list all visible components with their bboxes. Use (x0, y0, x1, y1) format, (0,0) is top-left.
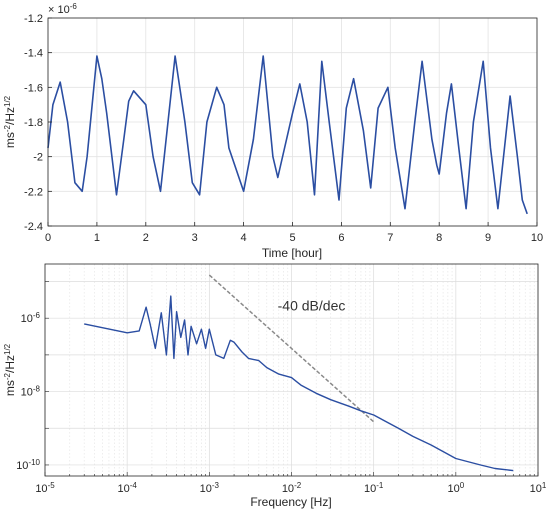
x-tick-label: 10-3 (200, 481, 220, 495)
y-tick-label: 10-6 (21, 311, 41, 325)
x-tick-label: 7 (387, 232, 393, 244)
x-tick-label: 10-5 (35, 481, 55, 495)
x-tick-label: 3 (192, 232, 198, 244)
y-tick-label: -2.2 (24, 186, 43, 198)
x-axis-ticks: 0 1 2 3 4 5 6 7 8 9 10 (45, 222, 543, 244)
x-tick-label: 6 (338, 232, 344, 244)
y-tick-label: -1.6 (24, 82, 43, 94)
y-axis-ticks: -2.4 -2.2 -2 -1.8 -1.6 -1.4 -1.2 (24, 13, 52, 233)
series-line (84, 295, 514, 472)
axis-exponent: × 10-6 (48, 2, 77, 16)
x-tick-label: 0 (45, 232, 51, 244)
x-tick-label: 8 (436, 232, 442, 244)
y-tick-label: -1.8 (24, 117, 43, 129)
y-tick-label: 10-8 (21, 385, 41, 399)
slope-line (208, 274, 375, 423)
slope-annotation: -40 dB/dec (278, 298, 346, 314)
x-tick-label: 4 (241, 232, 247, 244)
y-axis-label: ms-2/Hz1/2 (3, 95, 17, 148)
y-tick-label: -2.4 (24, 221, 43, 233)
y-tick-label: -1.4 (24, 48, 43, 60)
y-tick-label: 10-10 (16, 458, 40, 472)
x-tick-label: 10 (531, 232, 543, 244)
x-tick-label: 2 (143, 232, 149, 244)
y-axis-ticks: 10-10 10-8 10-6 (16, 281, 49, 472)
reference-line (208, 274, 375, 423)
x-axis-label: Time [hour] (262, 246, 322, 260)
x-tick-label: 10-1 (364, 481, 384, 495)
x-tick-label: 10-4 (117, 481, 137, 495)
y-tick-label: -1.2 (24, 13, 43, 25)
x-tick-label: 5 (289, 232, 295, 244)
y-axis-label: ms-2/Hz1/2 (3, 343, 17, 396)
x-axis-ticks: 10-5 10-4 10-3 10-2 10-1 100 101 (35, 472, 547, 495)
x-tick-label: 10-2 (282, 481, 302, 495)
spectrum-chart: 10-5 10-4 10-3 10-2 10-1 100 101 10-10 10-8 10-6… (3, 263, 547, 509)
x-axis-label: Frequency [Hz] (250, 495, 331, 509)
x-tick-label: 101 (530, 481, 547, 495)
series-line (47, 55, 528, 215)
series-line-path (47, 55, 528, 215)
time-series-chart: 0 1 2 3 4 5 6 7 8 9 10 -2.4-2.2-2-1.8-1.6-1.4-1.2 … (3, 2, 543, 260)
x-tick-label: 9 (485, 232, 491, 244)
spectrum-line-path (84, 295, 514, 472)
y-tick-label: -2 (33, 152, 43, 164)
x-tick-label: 1 (94, 232, 100, 244)
x-tick-label: 100 (447, 481, 464, 495)
